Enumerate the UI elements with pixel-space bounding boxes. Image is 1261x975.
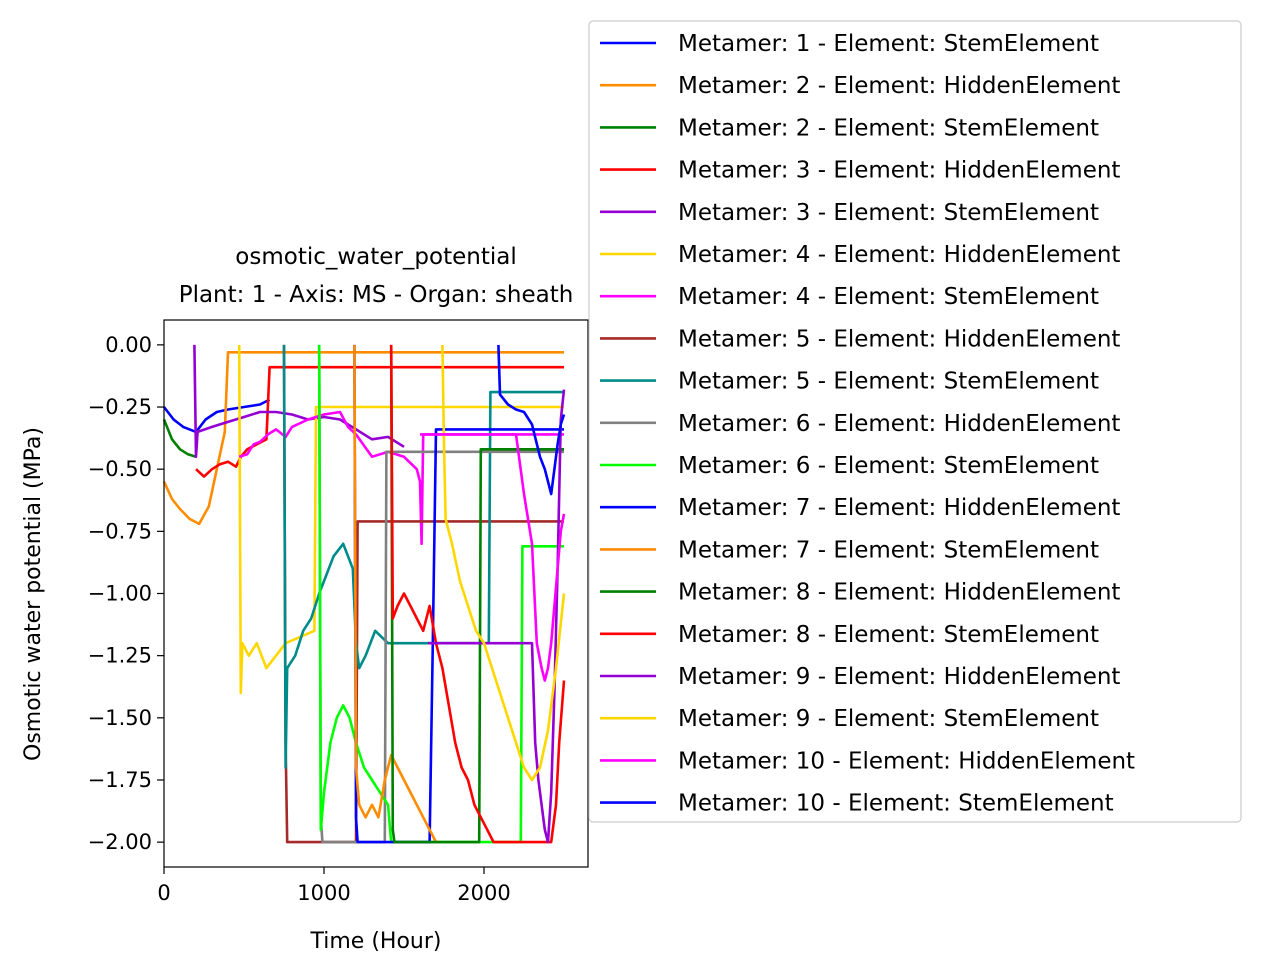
series-line-15 bbox=[389, 344, 566, 844]
series-line-7 bbox=[238, 410, 564, 546]
series-line-3 bbox=[162, 419, 197, 459]
legend-label-8: Metamer: 5 - Element: HiddenElement bbox=[678, 326, 1120, 352]
legend-label-4: Metamer: 3 - Element: HiddenElement bbox=[678, 158, 1120, 184]
series-line-17 bbox=[441, 344, 566, 782]
legend-label-3: Metamer: 2 - Element: StemElement bbox=[678, 115, 1099, 141]
legend-label-5: Metamer: 3 - Element: StemElement bbox=[678, 200, 1099, 226]
x-tick-label-2: 1000 bbox=[297, 881, 350, 905]
y-axis-ticks: 0.00 −0.25 −0.50 −0.75 −1.00 −1.25 −1.50 −1.75 −… bbox=[88, 333, 164, 854]
legend-label-19: Metamer: 10 - Element: StemElement bbox=[678, 791, 1114, 817]
legend-label-2: Metamer: 2 - Element: HiddenElement bbox=[678, 73, 1120, 99]
y-tick-label-7: −1.50 bbox=[88, 706, 152, 730]
x-axis-ticks: 0 1000 2000 bbox=[157, 867, 511, 905]
x-axis-label: Time (Hour) bbox=[310, 929, 442, 954]
series-layer bbox=[162, 344, 566, 844]
legend-label-9: Metamer: 5 - Element: StemElement bbox=[678, 369, 1099, 395]
legend-label-17: Metamer: 9 - Element: StemElement bbox=[678, 706, 1099, 732]
series-line-14 bbox=[389, 344, 564, 844]
y-tick-label-3: −0.50 bbox=[88, 457, 152, 481]
legend-frame bbox=[588, 20, 1242, 823]
series-line-19 bbox=[497, 344, 566, 496]
series-line-1 bbox=[162, 398, 271, 434]
legend-label-16: Metamer: 9 - Element: HiddenElement bbox=[678, 664, 1120, 690]
legend: Metamer: 1 - Element: StemElement Metamer… bbox=[588, 20, 1242, 823]
y-tick-label-4: −0.75 bbox=[88, 519, 152, 543]
y-tick-label-2: −0.25 bbox=[88, 395, 152, 419]
legend-label-18: Metamer: 10 - Element: HiddenElement bbox=[678, 748, 1135, 774]
series-line-9 bbox=[282, 344, 564, 769]
series-line-18 bbox=[420, 433, 566, 682]
y-tick-label-9: −2.00 bbox=[88, 830, 152, 854]
series-line-2 bbox=[162, 350, 564, 526]
x-tick-label-3: 2000 bbox=[457, 881, 510, 905]
y-tick-label-6: −1.25 bbox=[88, 644, 152, 668]
legend-label-1: Metamer: 1 - Element: StemElement bbox=[678, 31, 1099, 57]
legend-label-14: Metamer: 8 - Element: HiddenElement bbox=[678, 580, 1120, 606]
legend-label-15: Metamer: 8 - Element: StemElement bbox=[678, 622, 1099, 648]
y-tick-label-8: −1.75 bbox=[88, 768, 152, 792]
x-tick-label-1: 0 bbox=[157, 881, 170, 905]
legend-label-7: Metamer: 4 - Element: StemElement bbox=[678, 284, 1099, 310]
series-line-6 bbox=[237, 344, 564, 695]
chart-title-line2: Plant: 1 - Axis: MS - Organ: sheath bbox=[179, 282, 574, 308]
legend-label-10: Metamer: 6 - Element: HiddenElement bbox=[678, 411, 1120, 437]
legend-label-13: Metamer: 7 - Element: StemElement bbox=[678, 537, 1099, 563]
legend-entries: Metamer: 1 - Element: StemElement Metamer… bbox=[600, 31, 1135, 817]
y-tick-label-5: −1.00 bbox=[88, 582, 152, 606]
legend-label-12: Metamer: 7 - Element: HiddenElement bbox=[678, 495, 1120, 521]
legend-label-11: Metamer: 6 - Element: StemElement bbox=[678, 453, 1099, 479]
series-line-4 bbox=[195, 365, 564, 478]
y-axis-label: Osmotic water potential (MPa) bbox=[21, 427, 46, 761]
series-line-13 bbox=[353, 344, 440, 844]
plot-area: 0 1000 2000 0.00 −0.25 −0.50 −0.75 −1.00 −1.25 −… bbox=[88, 319, 589, 905]
legend-label-6: Metamer: 4 - Element: HiddenElement bbox=[678, 242, 1120, 268]
chart-title-line1: osmotic_water_potential bbox=[235, 244, 516, 270]
y-tick-label-1: 0.00 bbox=[105, 333, 152, 357]
series-line-16 bbox=[428, 389, 566, 844]
